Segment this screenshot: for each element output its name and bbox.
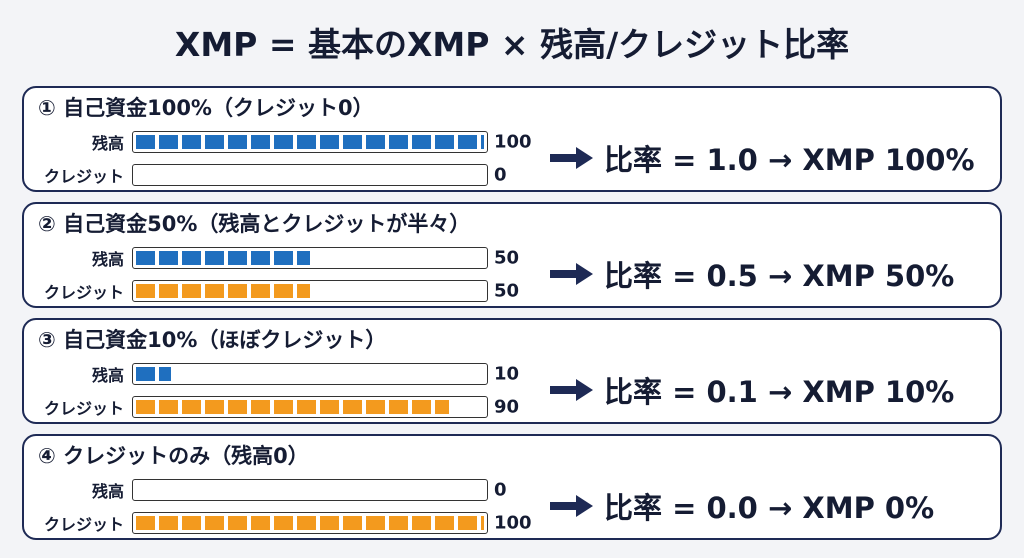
result-text: 比率 = 0.0 → XMP 0% [604, 491, 935, 525]
result-text: 比率 = 1.0 → XMP 100% [604, 143, 975, 177]
row-label: クレジット [43, 283, 124, 302]
bar [136, 251, 310, 265]
panel-heading: ① 自己資金100%（クレジット0） [38, 96, 374, 120]
arrow [550, 262, 594, 286]
bar-track [132, 479, 488, 501]
row-label: 残高 [91, 366, 124, 385]
value-label: 100 [494, 131, 532, 153]
panel-heading: ③ 自己資金10%（ほぼクレジット） [38, 328, 387, 352]
bar [136, 367, 171, 381]
row-label: クレジット [43, 167, 124, 186]
bar-track [132, 247, 488, 269]
title: XMP = 基本のXMP × 残高/クレジット比率 [174, 25, 850, 64]
panel: ④ クレジットのみ（残高0） 残高 0 クレジット 100 比率 = 0.0 → XMP … [22, 434, 1002, 540]
panel: ③ 自己資金10%（ほぼクレジット） 残高 10 クレジット 90 比率 = 0.1 → … [22, 318, 1002, 424]
row-label: 残高 [91, 250, 124, 269]
bar [136, 284, 310, 298]
value-label: 0 [494, 164, 507, 186]
bar-track [132, 164, 488, 186]
bar-track [132, 512, 488, 534]
bar [136, 516, 484, 530]
panel: ② 自己資金50%（残高とクレジットが半々） 残高 50 クレジット 50 比率 = 0.… [22, 202, 1002, 308]
panel-heading: ④ クレジットのみ（残高0） [38, 444, 309, 468]
row-label: 残高 [91, 482, 124, 501]
row-label: クレジット [43, 399, 124, 418]
value-label: 50 [494, 280, 520, 302]
bar-track [132, 131, 488, 153]
bar-track [132, 396, 488, 418]
arrow [550, 146, 594, 170]
arrow-icon [550, 379, 593, 401]
panel: ① 自己資金100%（クレジット0） 残高 100 クレジット 0 比率 = 1.0 → … [22, 86, 1002, 192]
value-label: 0 [494, 479, 507, 501]
bar [136, 400, 450, 414]
bar-track [132, 280, 488, 302]
arrow-icon [550, 263, 593, 285]
result-text: 比率 = 0.1 → XMP 10% [604, 375, 955, 409]
bar-track [132, 363, 488, 385]
arrow [550, 494, 594, 518]
panel-heading: ② 自己資金50%（残高とクレジットが半々） [38, 212, 471, 236]
value-label: 100 [494, 512, 532, 534]
value-label: 10 [494, 363, 520, 385]
row-label: クレジット [43, 515, 124, 534]
value-label: 50 [494, 247, 520, 269]
row-label: 残高 [91, 134, 124, 153]
value-label: 90 [494, 396, 520, 418]
arrow-icon [550, 495, 593, 517]
bar [136, 135, 484, 149]
arrow-icon [550, 147, 593, 169]
result-text: 比率 = 0.5 → XMP 50% [604, 259, 955, 293]
arrow [550, 378, 594, 402]
